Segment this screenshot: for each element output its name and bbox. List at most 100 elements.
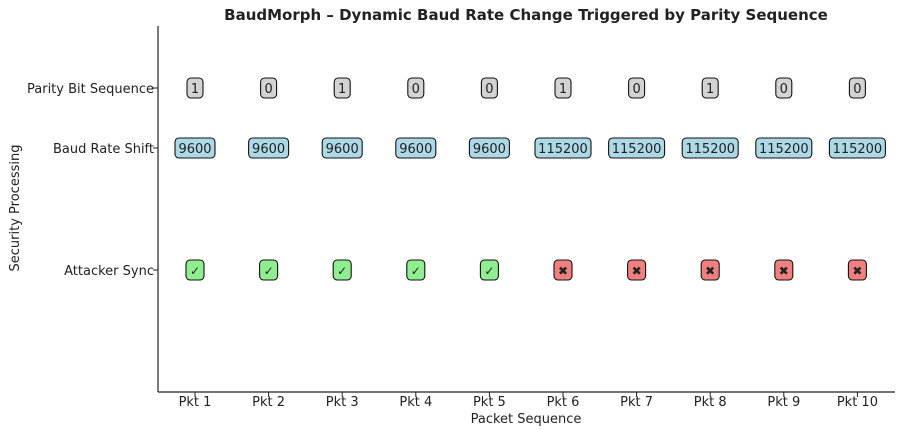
cell-value: 0 bbox=[780, 82, 788, 97]
cell-value: 115200 bbox=[759, 142, 809, 157]
cell-box bbox=[700, 259, 720, 281]
cell-1-4: 9600 bbox=[468, 137, 510, 159]
cell-2-1: ✓ bbox=[259, 259, 279, 281]
y-tick-label: Baud Rate Shift bbox=[53, 142, 154, 157]
cell-box bbox=[332, 259, 352, 281]
cell-box bbox=[828, 137, 886, 159]
cell-box bbox=[407, 77, 425, 99]
cell-value: 115200 bbox=[685, 142, 735, 157]
cell-value: ✖ bbox=[852, 264, 862, 278]
cell-value: 0 bbox=[853, 82, 861, 97]
cell-0-5: 1 bbox=[554, 77, 572, 99]
cell-value: ✖ bbox=[705, 264, 715, 278]
cell-2-6: ✖ bbox=[627, 259, 647, 281]
x-axis-label: Packet Sequence bbox=[471, 412, 582, 427]
cell-box bbox=[248, 137, 290, 159]
cell-box bbox=[608, 137, 666, 159]
cell-1-5: 115200 bbox=[534, 137, 592, 159]
cell-1-0: 9600 bbox=[174, 137, 216, 159]
cell-value: ✓ bbox=[264, 264, 274, 278]
cell-value: ✓ bbox=[337, 264, 347, 278]
cell-value: 1 bbox=[191, 82, 199, 97]
cell-value: ✓ bbox=[190, 264, 200, 278]
cell-0-0: 1 bbox=[186, 77, 204, 99]
cell-1-8: 115200 bbox=[755, 137, 813, 159]
cell-box bbox=[848, 77, 866, 99]
cell-2-0: ✓ bbox=[185, 259, 205, 281]
cell-0-6: 0 bbox=[628, 77, 646, 99]
cell-box bbox=[185, 259, 205, 281]
cell-value: ✓ bbox=[484, 264, 494, 278]
cell-1-9: 115200 bbox=[828, 137, 886, 159]
cell-value: 115200 bbox=[833, 142, 883, 157]
x-tick-label: Pkt 2 bbox=[252, 395, 285, 410]
cell-2-8: ✖ bbox=[774, 259, 794, 281]
cell-value: 0 bbox=[264, 82, 272, 97]
cell-0-2: 1 bbox=[333, 77, 351, 99]
cell-value: ✖ bbox=[779, 264, 789, 278]
cell-0-4: 0 bbox=[480, 77, 498, 99]
cell-1-6: 115200 bbox=[608, 137, 666, 159]
cell-box bbox=[480, 77, 498, 99]
cell-value: 0 bbox=[485, 82, 493, 97]
cells: 1 0 1 0 0 1 0 1 0 0 9600 9600 9600 9600 9600 115200 1152… bbox=[174, 77, 886, 281]
cell-value: ✖ bbox=[558, 264, 568, 278]
cell-0-1: 0 bbox=[260, 77, 278, 99]
x-tick-label: Pkt 4 bbox=[399, 395, 432, 410]
x-ticks: Pkt 1 Pkt 2 Pkt 3 Pkt 4 Pkt 5 Pkt 6 Pkt 7 Pkt 8… bbox=[179, 392, 878, 410]
cell-0-8: 0 bbox=[775, 77, 793, 99]
cell-value: 115200 bbox=[612, 142, 662, 157]
cell-value: 1 bbox=[559, 82, 567, 97]
cell-value: 1 bbox=[706, 82, 714, 97]
cell-box bbox=[553, 259, 573, 281]
cell-2-4: ✓ bbox=[479, 259, 499, 281]
y-tick-label: Parity Bit Sequence bbox=[27, 82, 154, 97]
cell-value: ✖ bbox=[632, 264, 642, 278]
chart-title: BaudMorph – Dynamic Baud Rate Change Tri… bbox=[224, 6, 828, 24]
cell-box bbox=[468, 137, 510, 159]
x-tick-label: Pkt 1 bbox=[179, 395, 212, 410]
cell-box bbox=[333, 77, 351, 99]
cell-box bbox=[554, 77, 572, 99]
cell-0-7: 1 bbox=[701, 77, 719, 99]
cell-box bbox=[174, 137, 216, 159]
cell-box bbox=[847, 259, 867, 281]
x-tick-label: Pkt 8 bbox=[694, 395, 727, 410]
cell-2-3: ✓ bbox=[406, 259, 426, 281]
y-axis-label: Security Processing bbox=[8, 145, 23, 272]
cell-value: 1 bbox=[338, 82, 346, 97]
cell-value: 9600 bbox=[473, 142, 506, 157]
x-tick-label: Pkt 9 bbox=[767, 395, 800, 410]
cell-0-3: 0 bbox=[407, 77, 425, 99]
cell-value: 9600 bbox=[326, 142, 359, 157]
cell-box bbox=[755, 137, 813, 159]
cell-box bbox=[628, 77, 646, 99]
x-tick-label: Pkt 5 bbox=[473, 395, 506, 410]
cell-box bbox=[774, 259, 794, 281]
cell-2-2: ✓ bbox=[332, 259, 352, 281]
y-tick-label: Attacker Sync bbox=[64, 264, 154, 279]
cell-value: 9600 bbox=[252, 142, 285, 157]
cell-value: ✓ bbox=[411, 264, 421, 278]
cell-1-1: 9600 bbox=[248, 137, 290, 159]
cell-box bbox=[627, 259, 647, 281]
cell-2-7: ✖ bbox=[700, 259, 720, 281]
cell-box bbox=[406, 259, 426, 281]
cell-1-2: 9600 bbox=[321, 137, 363, 159]
cell-box bbox=[701, 77, 719, 99]
cell-box bbox=[259, 259, 279, 281]
x-tick-label: Pkt 6 bbox=[547, 395, 580, 410]
cell-box bbox=[395, 137, 437, 159]
cell-2-9: ✖ bbox=[847, 259, 867, 281]
cell-value: 0 bbox=[412, 82, 420, 97]
y-ticks: Parity Bit Sequence Baud Rate Shift Attack… bbox=[27, 82, 158, 279]
cell-box bbox=[186, 77, 204, 99]
cell-2-5: ✖ bbox=[553, 259, 573, 281]
cell-0-9: 0 bbox=[848, 77, 866, 99]
cell-box bbox=[534, 137, 592, 159]
cell-value: 115200 bbox=[538, 142, 588, 157]
x-tick-label: Pkt 7 bbox=[620, 395, 653, 410]
cell-box bbox=[321, 137, 363, 159]
x-tick-label: Pkt 10 bbox=[837, 395, 878, 410]
cell-value: 9600 bbox=[178, 142, 211, 157]
